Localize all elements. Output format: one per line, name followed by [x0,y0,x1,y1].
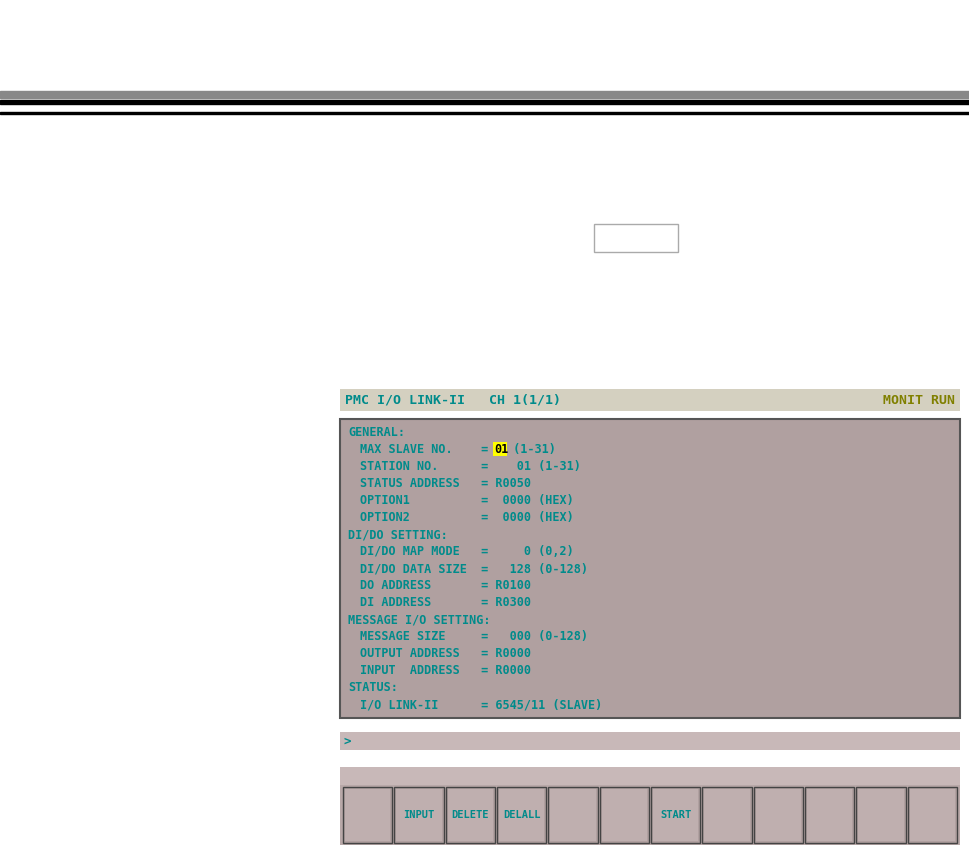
Bar [859,789,904,841]
Text: STATION NO.      =    01 (1-31): STATION NO. = 01 (1-31) [360,460,580,473]
Text: (1-31): (1-31) [507,443,556,456]
Text: DELALL: DELALL [503,810,541,820]
Bar [396,789,442,841]
Bar [807,789,853,841]
Text: MESSAGE I/O SETTING:: MESSAGE I/O SETTING: [348,613,490,626]
Text: OPTION2          =  0000 (HEX): OPTION2 = 0000 (HEX) [360,511,574,524]
Bar [756,789,801,841]
Bar [703,787,752,843]
Text: GENERAL:: GENERAL: [348,426,405,439]
Bar [0,112,969,114]
Bar [345,789,391,841]
Text: PMC I/O LINK-II   CH 1(1/1): PMC I/O LINK-II CH 1(1/1) [345,393,561,407]
Text: OUTPUT ADDRESS   = R0000: OUTPUT ADDRESS = R0000 [360,647,531,660]
Bar [857,787,906,843]
Text: MESSAGE SIZE     =   000 (0-128): MESSAGE SIZE = 000 (0-128) [360,630,588,643]
Bar [550,789,596,841]
Bar [340,419,960,718]
Bar [497,787,547,843]
Bar [754,787,803,843]
Text: START: START [660,810,691,820]
Text: DI ADDRESS       = R0300: DI ADDRESS = R0300 [360,596,531,609]
Text: INPUT: INPUT [403,810,435,820]
Bar [0,100,969,104]
Text: DELETE: DELETE [452,810,489,820]
Bar [499,789,545,841]
Bar [908,787,957,843]
Bar [548,787,598,843]
Text: 01: 01 [494,443,509,456]
Bar [594,224,678,252]
Bar [448,789,493,841]
Bar [340,389,960,411]
Bar [394,787,444,843]
Bar [340,785,960,845]
Text: INPUT  ADDRESS   = R0000: INPUT ADDRESS = R0000 [360,664,531,677]
Text: STATUS:: STATUS: [348,681,398,694]
Bar [651,787,701,843]
Bar [602,789,647,841]
Text: DO ADDRESS       = R0100: DO ADDRESS = R0100 [360,579,531,592]
Text: MAX SLAVE NO.    =: MAX SLAVE NO. = [360,443,516,456]
Text: MONIT RUN: MONIT RUN [883,393,955,407]
Bar [446,787,495,843]
Text: STATUS ADDRESS   = R0050: STATUS ADDRESS = R0050 [360,477,531,490]
Bar [343,787,392,843]
Text: DI/DO MAP MODE   =     0 (0,2): DI/DO MAP MODE = 0 (0,2) [360,545,574,558]
Text: DI/DO SETTING:: DI/DO SETTING: [348,528,448,541]
Text: OPTION1          =  0000 (HEX): OPTION1 = 0000 (HEX) [360,494,574,507]
Bar [340,732,960,750]
Bar [805,787,855,843]
Text: DI/DO DATA SIZE  =   128 (0-128): DI/DO DATA SIZE = 128 (0-128) [360,563,588,575]
Text: I/O LINK-II      = 6545/11 (SLAVE): I/O LINK-II = 6545/11 (SLAVE) [360,698,603,711]
Bar [600,787,649,843]
Bar [910,789,955,841]
Bar [653,789,699,841]
Bar [340,767,960,785]
Bar [0,91,969,98]
Bar [493,442,508,456]
Bar [704,789,750,841]
Text: >: > [344,734,352,747]
